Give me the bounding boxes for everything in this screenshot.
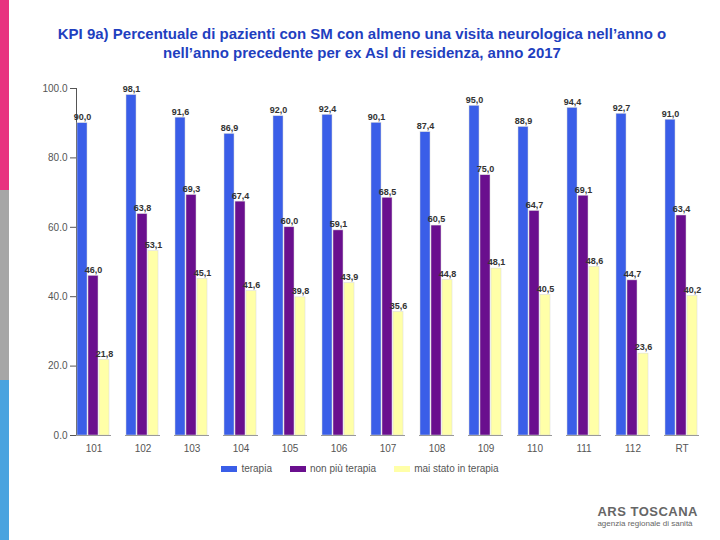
svg-text:92,0: 92,0 [270,105,288,115]
svg-text:111: 111 [576,443,592,454]
svg-text:64,7: 64,7 [526,200,544,210]
svg-text:90,1: 90,1 [368,112,386,122]
svg-text:53,1: 53,1 [145,240,163,250]
svg-text:44,7: 44,7 [624,269,642,279]
svg-text:110: 110 [527,443,543,454]
svg-text:41,6: 41,6 [243,280,261,290]
svg-text:39,8: 39,8 [292,286,310,296]
svg-text:67,4: 67,4 [232,191,250,201]
html-text:KPI 9a) Percentuale di pazient: KPI 9a) Percentuale di pazienti con SM c… [57,25,667,61]
svg-text:88,9: 88,9 [515,116,533,126]
svg-text:108: 108 [429,443,446,454]
svg-text:80.0: 80.0 [48,152,68,163]
svg-text:48,6: 48,6 [586,256,604,266]
svg-text:40,2: 40,2 [684,285,702,295]
svg-text:95,0: 95,0 [466,95,484,105]
svg-text:0.0: 0.0 [54,430,68,441]
svg-text:107: 107 [380,443,397,454]
svg-text:112: 112 [625,443,641,454]
svg-text:20.0: 20.0 [48,360,68,371]
svg-text:106: 106 [331,443,348,454]
svg-text:98,1: 98,1 [123,84,141,94]
svg-text:21,8: 21,8 [96,349,114,359]
svg-text:63,4: 63,4 [673,204,691,214]
svg-text:91,6: 91,6 [172,107,190,117]
svg-text:105: 105 [282,443,299,454]
svg-text:60,0: 60,0 [281,216,299,226]
svg-text:91,0: 91,0 [662,109,680,119]
svg-text:87,4: 87,4 [417,121,435,131]
svg-text:90,0: 90,0 [74,112,92,122]
svg-text:102: 102 [135,443,152,454]
svg-text:104: 104 [233,443,250,454]
svg-text:69,1: 69,1 [575,185,593,195]
svg-text:RT: RT [675,443,688,454]
svg-text:60.0: 60.0 [48,222,68,233]
svg-text:86,9: 86,9 [221,123,239,133]
svg-text:48,1: 48,1 [488,257,506,267]
svg-text:103: 103 [184,443,201,454]
html-text:agenzia regionale di sanità: agenzia regionale di sanità [597,519,693,528]
svg-text:40,5: 40,5 [537,284,555,294]
svg-text:46,0: 46,0 [85,265,103,275]
html-text:non più terapia: non più terapia [310,463,377,474]
html-text:ARS TOSCANA: ARS TOSCANA [597,504,698,519]
svg-text:59,1: 59,1 [330,219,348,229]
svg-text:35,6: 35,6 [390,301,408,311]
html-text:terapia: terapia [241,463,272,474]
svg-text:40.0: 40.0 [48,291,68,302]
svg-text:92,4: 92,4 [319,104,337,114]
svg-text:94,4: 94,4 [564,97,582,107]
svg-text:63,8: 63,8 [134,203,152,213]
svg-text:92,7: 92,7 [613,103,631,113]
svg-text:68,5: 68,5 [379,187,397,197]
svg-text:101: 101 [86,443,103,454]
svg-text:100.0: 100.0 [42,83,67,94]
svg-text:109: 109 [478,443,495,454]
svg-text:75,0: 75,0 [477,164,495,174]
svg-text:45,1: 45,1 [194,268,212,278]
svg-text:23,6: 23,6 [635,342,653,352]
svg-text:44,8: 44,8 [439,269,457,279]
svg-text:60,5: 60,5 [428,214,446,224]
html-text:mai stato in terapia: mai stato in terapia [414,463,499,474]
svg-text:43,9: 43,9 [341,272,359,282]
svg-text:69,3: 69,3 [183,184,201,194]
